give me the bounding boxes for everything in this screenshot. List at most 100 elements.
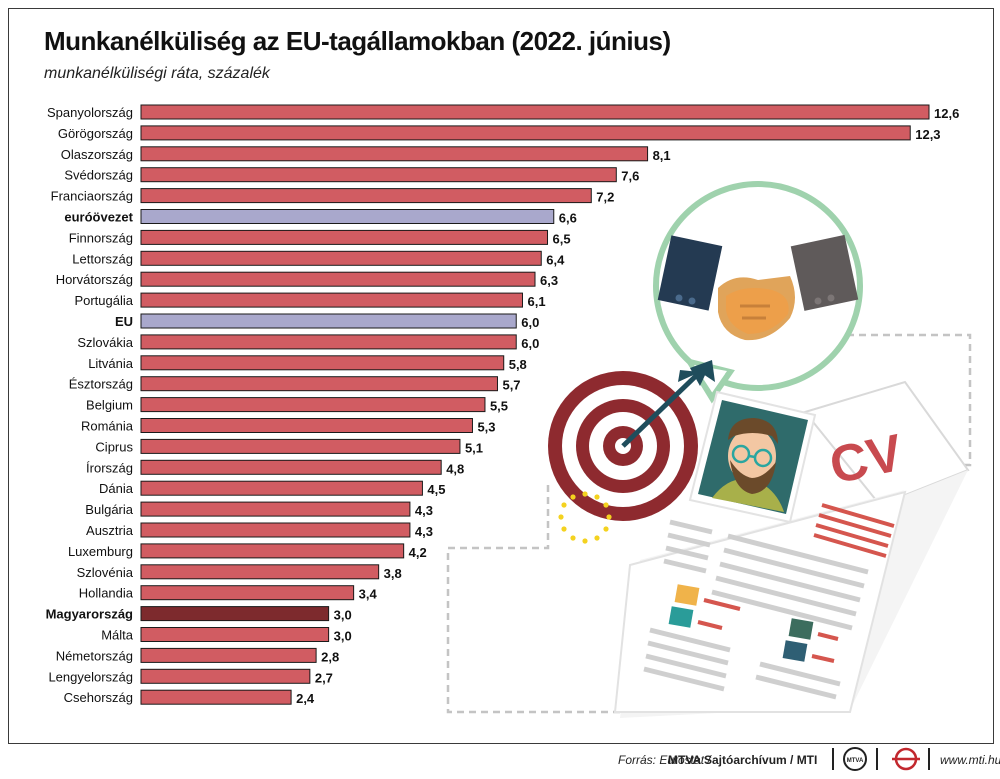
- bar-csehorszag: [140, 689, 292, 705]
- bar-ciprus: [140, 438, 461, 454]
- category-label-ausztria: Ausztria: [86, 523, 134, 538]
- bar-svedorszag: [140, 167, 617, 183]
- chart-title: Munkanélküliség az EU-tagállamokban (202…: [44, 26, 671, 56]
- category-label-magyarorszag: Magyarország: [46, 607, 133, 622]
- category-label-bulgaria: Bulgária: [85, 502, 133, 517]
- value-label-horvatorszag: 6,3: [540, 273, 558, 288]
- footer-separator: [928, 748, 930, 770]
- category-label-euroovezet: euróövezet: [64, 210, 133, 225]
- value-label-esztorszag: 5,7: [502, 378, 520, 393]
- category-label-lengyelorszag: Lengyelország: [48, 669, 133, 684]
- category-label-horvatorszag: Horvátország: [56, 272, 133, 287]
- category-label-gorogorszag: Görögország: [58, 126, 133, 141]
- value-label-dania: 4,5: [427, 482, 445, 497]
- category-label-szlovakia: Szlovákia: [77, 335, 133, 350]
- bar-euroovezet: [140, 209, 555, 224]
- value-label-ciprus: 5,1: [465, 440, 483, 455]
- value-label-gorogorszag: 12,3: [915, 127, 940, 142]
- value-label-belgium: 5,5: [490, 399, 508, 414]
- category-label-hollandia: Hollandia: [79, 586, 134, 601]
- cv-document-icon: CV: [613, 380, 970, 718]
- value-label-litvania: 5,8: [509, 357, 527, 372]
- category-label-szlovenia: Szlovénia: [77, 565, 134, 580]
- bar-esztorszag: [140, 376, 498, 392]
- bar-dania: [140, 480, 423, 496]
- category-label-malta: Málta: [101, 628, 134, 643]
- footer-separator: [832, 748, 834, 770]
- value-label-finnorszag: 6,5: [553, 231, 571, 246]
- chart-subtitle: munkanélküliségi ráta, százalék: [44, 65, 270, 82]
- category-label-franciaorszag: Franciaország: [51, 189, 133, 204]
- value-label-csehorszag: 2,4: [296, 691, 315, 706]
- category-label-eu: EU: [115, 314, 133, 329]
- value-label-euroovezet: 6,6: [559, 211, 577, 226]
- value-label-olaszorszag: 8,1: [653, 148, 671, 163]
- value-label-romania: 5,3: [477, 420, 495, 435]
- bar-malta: [140, 627, 330, 642]
- website-link[interactable]: www.mti.hu: [940, 753, 1000, 767]
- bar-lettorszag: [140, 250, 542, 266]
- category-label-dania: Dánia: [99, 481, 134, 496]
- bar-finnorszag: [140, 229, 549, 245]
- svg-text:MTVA: MTVA: [847, 758, 864, 764]
- bar-szlovenia: [140, 564, 380, 580]
- bar-szlovakia: [140, 334, 517, 350]
- category-label-csehorszag: Csehország: [64, 690, 133, 705]
- dart-icon: [621, 360, 715, 448]
- avatar-icon: [688, 390, 817, 524]
- bar-spanyolorszag: [140, 104, 930, 120]
- bar-bulgaria: [140, 501, 411, 517]
- bar-romania: [140, 418, 473, 433]
- bar-litvania: [140, 355, 505, 371]
- source-label: Forrás: Eurostat /: [618, 753, 711, 767]
- category-label-ciprus: Ciprus: [95, 439, 133, 454]
- category-label-lettorszag: Lettország: [72, 251, 133, 266]
- bar-olaszorszag: [140, 146, 649, 162]
- category-label-romania: Románia: [81, 419, 134, 434]
- value-label-svedorszag: 7,6: [621, 169, 639, 184]
- category-label-nemetorszag: Németország: [56, 648, 133, 663]
- category-label-belgium: Belgium: [86, 398, 133, 413]
- category-label-esztorszag: Észtország: [69, 377, 133, 392]
- category-label-luxemburg: Luxemburg: [68, 544, 133, 559]
- value-label-szlovenia: 3,8: [384, 566, 402, 581]
- bar-portugalia: [140, 292, 523, 308]
- value-label-lettorszag: 6,4: [546, 252, 565, 267]
- value-label-nemetorszag: 2,8: [321, 649, 339, 664]
- mtva-logo: MTVA: [843, 747, 867, 771]
- bar-gorogorszag: [140, 125, 911, 141]
- value-label-malta: 3,0: [334, 629, 352, 644]
- value-label-hollandia: 3,4: [359, 587, 378, 602]
- eu-stars-icon: [558, 491, 612, 544]
- value-label-lengyelorszag: 2,7: [315, 670, 333, 685]
- bar-irorszag: [140, 459, 442, 475]
- value-label-franciaorszag: 7,2: [596, 190, 614, 205]
- bar-belgium: [140, 397, 486, 413]
- category-label-olaszorszag: Olaszország: [61, 147, 133, 162]
- bar-eu: [140, 313, 517, 329]
- bar-franciaorszag: [140, 188, 592, 204]
- bar-nemetorszag: [140, 647, 317, 663]
- category-label-irorszag: Írország: [86, 460, 133, 475]
- value-label-irorszag: 4,8: [446, 461, 464, 476]
- value-label-spanyolorszag: 12,6: [934, 106, 959, 121]
- handshake-icon: [653, 181, 863, 404]
- value-label-eu: 6,0: [521, 315, 539, 330]
- category-label-litvania: Litvánia: [88, 356, 134, 371]
- category-label-spanyolorszag: Spanyolország: [47, 105, 133, 120]
- category-label-portugalia: Portugália: [74, 293, 133, 308]
- value-label-bulgaria: 4,3: [415, 503, 433, 518]
- bar-magyarorszag: [140, 606, 330, 622]
- value-label-magyarorszag: 3,0: [334, 608, 352, 623]
- bar-ausztria: [140, 522, 411, 538]
- source-value: MTVA Sajtóarchívum / MTI: [668, 753, 818, 767]
- bar-lengyelorszag: [140, 668, 311, 684]
- category-label-finnorszag: Finnország: [69, 230, 133, 245]
- value-label-ausztria: 4,3: [415, 524, 433, 539]
- bar-hollandia: [140, 585, 355, 601]
- mti-logo: [892, 747, 920, 771]
- value-label-szlovakia: 6,0: [521, 336, 539, 351]
- value-label-luxemburg: 4,2: [409, 545, 427, 560]
